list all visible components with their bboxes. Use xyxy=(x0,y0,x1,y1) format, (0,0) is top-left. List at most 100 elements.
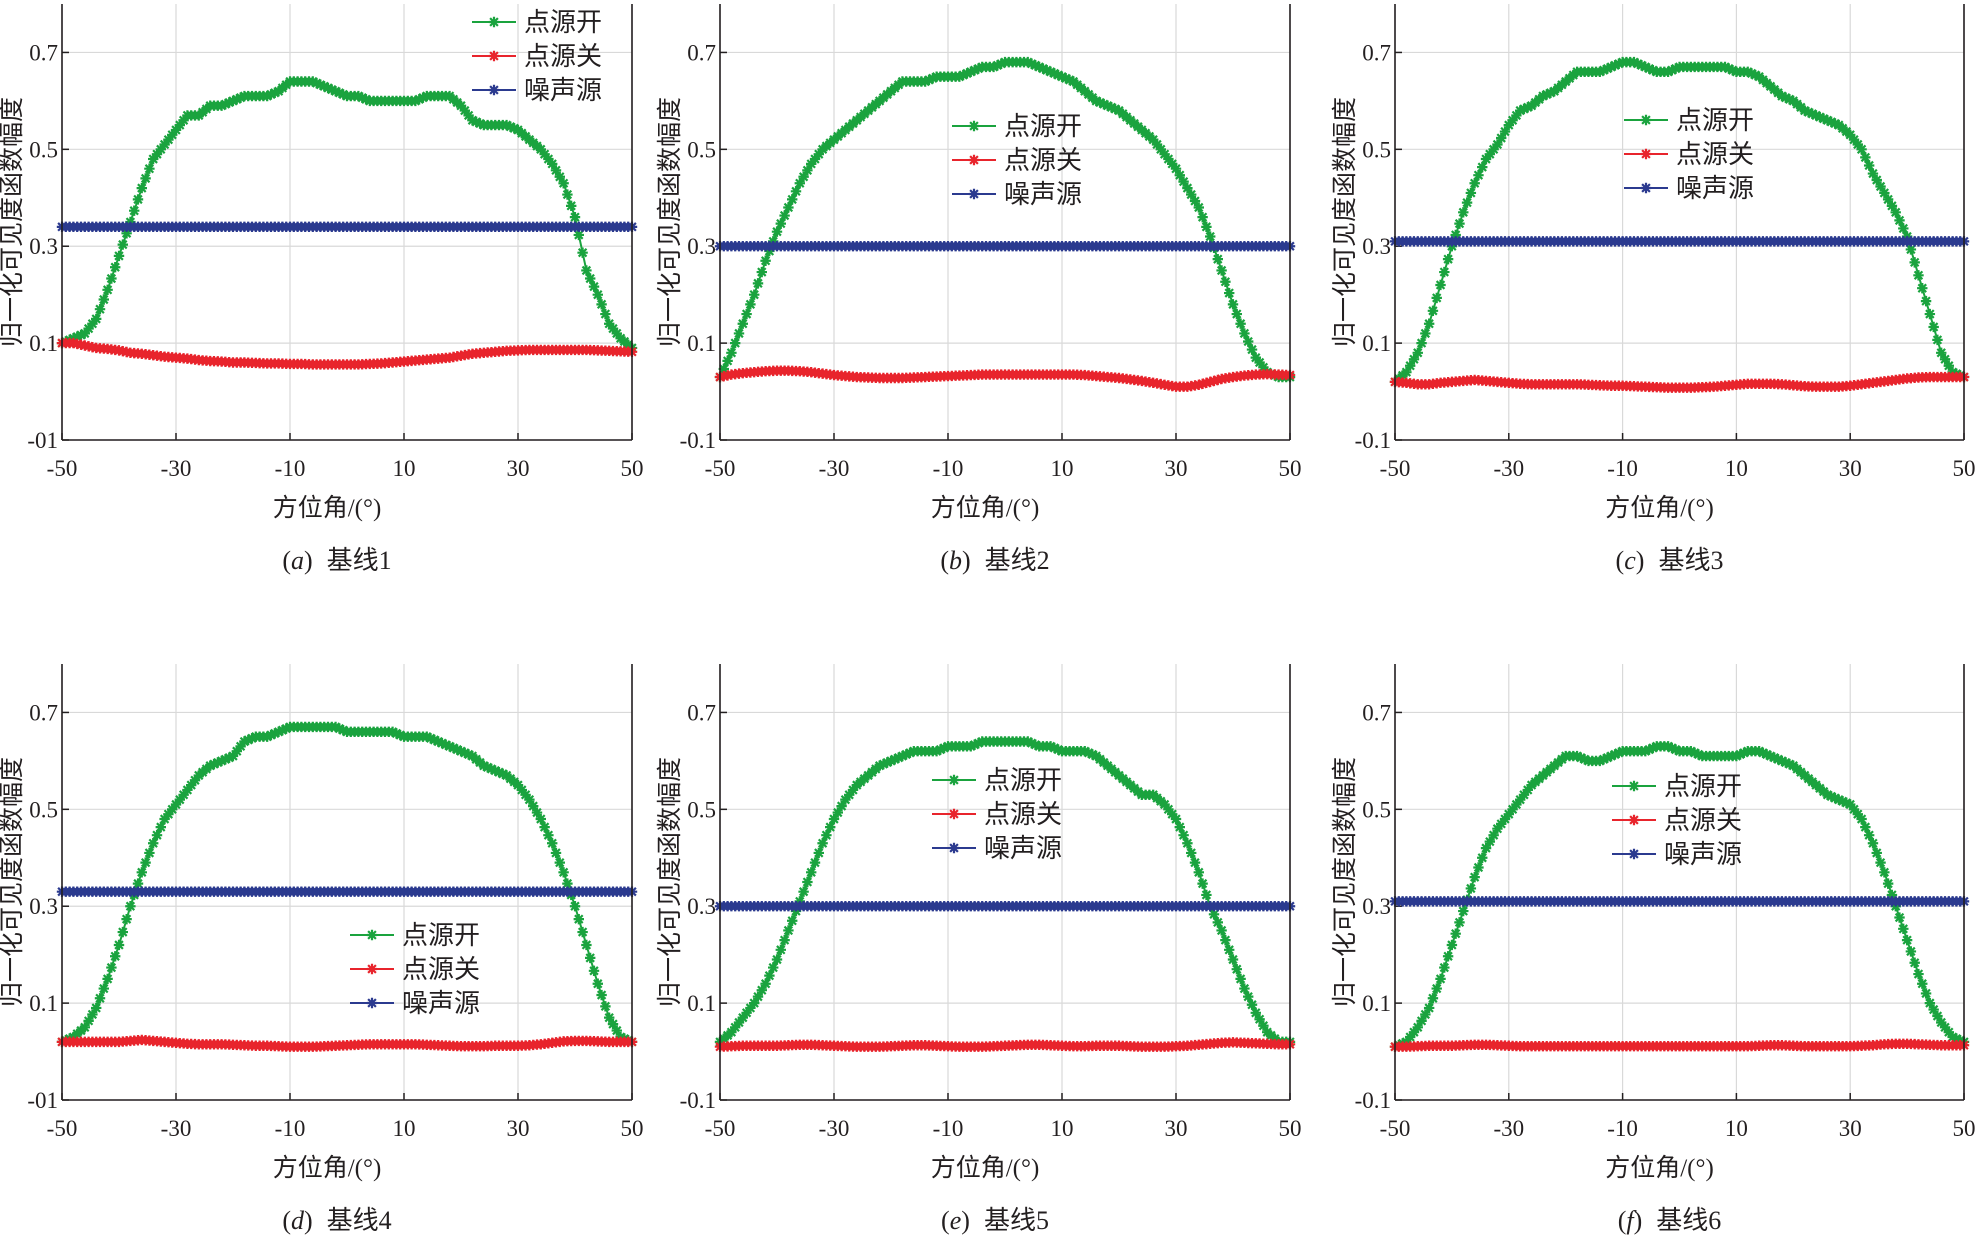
x-tick-label: -30 xyxy=(819,456,850,481)
data-point xyxy=(1450,229,1461,241)
legend-marker xyxy=(1640,114,1652,126)
chart-panel-a: -50 -30 -10 10 30 50 -01 0.1 0.3 0.5 0.7 方位角/(°) 归一化… xyxy=(0,4,644,575)
data-point xyxy=(1026,737,1037,749)
x-tick-label: 50 xyxy=(621,1116,644,1141)
y-tick-label: 0.7 xyxy=(687,700,716,725)
data-point xyxy=(262,90,273,102)
data-point xyxy=(1465,883,1477,894)
data-point xyxy=(558,178,569,189)
data-point xyxy=(577,926,588,938)
legend-marker xyxy=(968,120,980,132)
data-point xyxy=(1053,744,1064,755)
legend-label: 噪声源 xyxy=(402,989,480,1018)
panel-caption: (a) 基线1 xyxy=(282,546,391,575)
data-point xyxy=(1026,58,1037,69)
data-point xyxy=(1898,223,1909,234)
data-point xyxy=(322,82,334,94)
data-point xyxy=(550,847,562,859)
data-point xyxy=(1473,862,1484,873)
data-point xyxy=(269,728,280,739)
data-point xyxy=(1822,115,1833,126)
data-point xyxy=(227,95,239,107)
data-point xyxy=(1761,749,1772,760)
data-point xyxy=(1446,939,1458,951)
data-point xyxy=(1064,74,1075,86)
data-point xyxy=(1465,187,1477,199)
legend-marker xyxy=(366,929,378,941)
y-axis-label: 归一化可见度函数幅度 xyxy=(656,757,684,1007)
data-point xyxy=(1197,211,1208,223)
x-axis-label: 方位角/(°) xyxy=(1605,1154,1714,1182)
data-point xyxy=(163,134,174,145)
data-point xyxy=(779,934,790,946)
data-point xyxy=(121,913,132,925)
caption-text: 基线2 xyxy=(985,546,1050,575)
legend-marker xyxy=(948,808,960,820)
data-point xyxy=(969,65,980,76)
data-point xyxy=(840,794,851,805)
data-point xyxy=(1860,152,1871,163)
caption-paren-close: ) xyxy=(304,1206,313,1235)
y-tick-label: 0.5 xyxy=(1362,797,1391,822)
data-point xyxy=(794,178,805,189)
data-point xyxy=(459,747,470,759)
data-point xyxy=(140,173,151,184)
x-axis-label: 方位角/(°) xyxy=(273,494,382,522)
data-point xyxy=(1037,63,1049,74)
data-point xyxy=(1518,103,1530,115)
data-point xyxy=(1606,750,1617,762)
data-point xyxy=(231,746,242,757)
data-point xyxy=(1845,129,1856,140)
data-point xyxy=(144,163,155,174)
data-point xyxy=(79,328,90,339)
data-point xyxy=(220,754,231,765)
y-tick-label: 0.1 xyxy=(29,331,58,356)
y-axis-label: 归一化可见度函数幅度 xyxy=(0,757,26,1007)
data-point xyxy=(125,901,136,912)
data-point xyxy=(1609,749,1621,760)
data-point xyxy=(566,200,577,212)
data-point xyxy=(1053,69,1064,81)
data-point xyxy=(1514,794,1526,805)
data-point xyxy=(1951,1033,1962,1044)
data-point xyxy=(1776,755,1788,767)
x-axis-label: 方位角/(°) xyxy=(273,1154,382,1182)
series-2 xyxy=(56,1034,638,1052)
data-point xyxy=(1579,754,1590,765)
data-point xyxy=(1609,60,1621,71)
data-point xyxy=(1408,354,1420,365)
y-tick-label: 0.1 xyxy=(1362,331,1391,356)
data-point xyxy=(581,939,592,951)
data-point xyxy=(802,876,813,888)
data-point xyxy=(1875,181,1886,192)
data-point xyxy=(455,100,467,111)
data-point xyxy=(901,749,912,760)
caption-text: 基线5 xyxy=(984,1206,1049,1235)
data-point xyxy=(996,58,1007,69)
data-point xyxy=(144,847,155,859)
data-point xyxy=(1404,1031,1416,1043)
legend-label: 点源关 xyxy=(984,800,1062,829)
data-point xyxy=(1159,148,1170,160)
data-point xyxy=(1416,337,1427,349)
data-point xyxy=(783,925,794,936)
caption-paren-open: ( xyxy=(282,546,291,575)
data-point xyxy=(87,1009,98,1020)
data-point xyxy=(604,318,615,329)
data-point xyxy=(1492,139,1503,150)
data-point xyxy=(1197,878,1208,889)
caption-letter: d xyxy=(291,1206,305,1235)
data-point xyxy=(1924,997,1936,1009)
data-point xyxy=(1898,923,1909,935)
series-1 xyxy=(56,76,638,354)
y-tick-label: 0.7 xyxy=(29,700,58,725)
data-point xyxy=(1450,928,1461,939)
data-point xyxy=(1514,105,1526,116)
y-tick-label: 0.3 xyxy=(29,894,58,919)
data-point xyxy=(1742,66,1753,78)
data-point xyxy=(1030,739,1041,750)
data-point xyxy=(745,1002,756,1014)
data-point xyxy=(235,92,246,103)
data-point xyxy=(163,808,174,820)
